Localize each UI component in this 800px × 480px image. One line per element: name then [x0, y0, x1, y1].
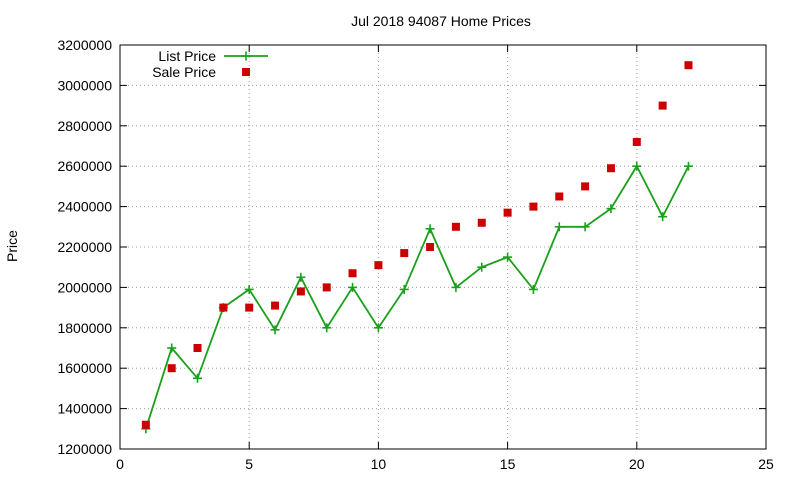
list-price-point [167, 343, 177, 353]
x-tick-label: 20 [629, 456, 645, 472]
sale-price-point [167, 364, 176, 373]
list-price-point [193, 373, 203, 383]
y-tick-label: 3000000 [57, 77, 112, 93]
sale-price-point [374, 261, 383, 270]
y-tick-label: 2400000 [57, 199, 112, 215]
list-price-point [683, 161, 693, 171]
axis-tick-labels: 0 5 10 15 20 25 1200000 1400000 1600000 1800000 20… [57, 37, 774, 472]
y-tick-label: 2200000 [57, 239, 112, 255]
y-tick-label: 2600000 [57, 158, 112, 174]
x-tick-label: 15 [500, 456, 516, 472]
sale-price-point [658, 101, 667, 110]
series-sale-price [141, 61, 693, 429]
list-price-point [503, 252, 513, 262]
sale-price-point [219, 303, 228, 312]
x-tick-label: 25 [758, 456, 774, 472]
sale-price-point [606, 164, 615, 173]
sale-price-point [684, 61, 693, 70]
list-price-point [658, 212, 668, 222]
list-price-point [322, 323, 332, 333]
x-tick-label: 0 [116, 456, 124, 472]
plot-border [119, 44, 767, 450]
sale-price-point [322, 283, 331, 292]
list-price-point [425, 224, 435, 234]
legend: List Price Sale Price [152, 48, 268, 80]
grid-lines [120, 45, 766, 449]
list-price-point [399, 284, 409, 294]
sale-price-point [141, 420, 150, 429]
sale-price-point [555, 192, 564, 201]
series-list-price [141, 161, 693, 434]
sale-price-point [426, 243, 435, 251]
x-tick-label: 5 [245, 456, 253, 472]
sale-price-point [296, 287, 305, 296]
sale-price-point [271, 301, 280, 310]
y-tick-label: 1600000 [57, 360, 112, 376]
y-tick-label: 2800000 [57, 118, 112, 134]
list-price-point [373, 323, 383, 333]
list-price-point [632, 161, 642, 171]
x-tick-label: 10 [371, 456, 387, 472]
sale-price-point [581, 182, 590, 191]
legend-label-list-price: List Price [158, 48, 216, 64]
legend-cross [241, 51, 251, 61]
y-tick-label: 1200000 [57, 441, 112, 457]
sale-price-point [400, 249, 409, 258]
y-axis-label: Price [4, 230, 20, 262]
sale-price-point [348, 269, 357, 278]
y-tick-label: 1800000 [57, 320, 112, 336]
list-price-point [348, 282, 358, 292]
sale-price-point [245, 303, 254, 312]
list-price-point [528, 284, 538, 294]
sale-price-point [451, 222, 460, 231]
y-tick-label: 2000000 [57, 279, 112, 295]
sale-price-point [529, 202, 538, 211]
list-price-point [296, 272, 306, 282]
list-price-line [144, 164, 690, 430]
list-price-point [244, 284, 254, 294]
sale-price-point [503, 208, 512, 217]
sale-price-point [193, 344, 202, 352]
y-tick-label: 3200000 [57, 37, 112, 53]
list-price-point [451, 282, 461, 292]
chart-title: Jul 2018 94087 Home Prices [351, 13, 531, 29]
list-price-point [270, 325, 280, 335]
list-price-point [477, 262, 487, 272]
legend-square [242, 68, 250, 76]
list-price-point [580, 222, 590, 232]
y-tick-label: 1400000 [57, 401, 112, 417]
sale-price-point [632, 137, 641, 146]
legend-sample-list-price [224, 51, 268, 61]
sale-price-point [477, 218, 486, 227]
legend-sample-sale-price [242, 68, 250, 76]
series-layer [141, 61, 693, 434]
list-price-point [554, 222, 564, 232]
list-price-point [606, 204, 616, 214]
legend-label-sale-price: Sale Price [152, 64, 216, 80]
